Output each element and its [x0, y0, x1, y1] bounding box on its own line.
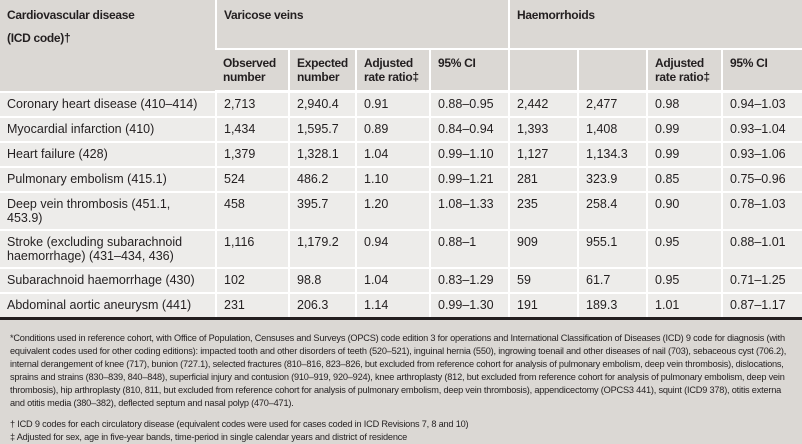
- disease-name-cell: Pulmonary embolism (415.1): [0, 167, 216, 193]
- varicose-cell: 1.08–1.33: [428, 192, 510, 231]
- varicose-cell: 1,328.1: [288, 142, 356, 168]
- haemorrhoids-cell: 0.94–1.03: [721, 91, 802, 118]
- varicose-cell: 0.88–0.95: [428, 91, 510, 118]
- disease-name-cell: Deep vein thrombosis (451.1, 453.9): [0, 192, 216, 231]
- haemorrhoids-cell: 0.90: [646, 192, 723, 231]
- header-line: (ICD code)†: [7, 31, 71, 45]
- varicose-cell: 2,713: [215, 91, 289, 118]
- varicose-cell: 0.99–1.21: [428, 167, 510, 193]
- varicose-cell: 102: [215, 268, 289, 294]
- varicose-cell: 0.88–1: [428, 230, 510, 269]
- varicose-cell: 1.04: [355, 268, 430, 294]
- disease-name-cell: Abdominal aortic aneurysm (441): [0, 293, 216, 320]
- footnote-double-dagger: ‡ Adjusted for sex, age in five-year ban…: [10, 432, 408, 442]
- varicose-cell: 0.83–1.29: [428, 268, 510, 294]
- varicose-cell: 1,379: [215, 142, 289, 168]
- varicose-cell: 458: [215, 192, 289, 231]
- sub-header: [508, 49, 579, 93]
- varicose-cell: 0.99–1.10: [428, 142, 510, 168]
- haemorrhoids-cell: 1,408: [577, 117, 648, 143]
- varicose-cell: 0.99–1.30: [428, 293, 510, 320]
- sub-header: Observed number: [216, 49, 289, 93]
- varicose-cell: 1.10: [355, 167, 430, 193]
- header-line: Cardiovascular disease: [7, 8, 135, 22]
- haemorrhoids-cell: 61.7: [577, 268, 648, 294]
- haemorrhoids-cell: 0.75–0.96: [721, 167, 802, 193]
- table-row: Coronary heart disease (410–414) 2,713 2,9…: [0, 91, 802, 118]
- haemorrhoids-cell: 0.93–1.04: [721, 117, 802, 143]
- haemorrhoids-cell: 0.93–1.06: [721, 142, 802, 168]
- haemorrhoids-cell: 0.99: [646, 142, 723, 168]
- disease-column-header: Cardiovascular disease (ICD code)†: [0, 0, 216, 93]
- haemorrhoids-cell: 1,393: [508, 117, 579, 143]
- results-table: Cardiovascular disease (ICD code)† Varic…: [0, 0, 802, 320]
- table-row: Deep vein thrombosis (451.1, 453.9) 458 39…: [0, 192, 802, 231]
- varicose-cell: 395.7: [288, 192, 356, 231]
- table-row: Abdominal aortic aneurysm (441) 231 206.3 1…: [0, 293, 802, 320]
- haemorrhoids-cell: 0.71–1.25: [721, 268, 802, 294]
- haemorrhoids-cell: 0.78–1.03: [721, 192, 802, 231]
- varicose-cell: 231: [215, 293, 289, 320]
- varicose-cell: 1,116: [215, 230, 289, 269]
- varicose-cell: 0.89: [355, 117, 430, 143]
- haemorrhoids-cell: 0.87–1.17: [721, 293, 802, 320]
- varicose-veins-group-header: Varicose veins: [214, 0, 510, 50]
- haemorrhoids-cell: 2,442: [508, 91, 579, 118]
- table-row: Stroke (excluding subarachnoid haemorrha…: [0, 230, 802, 269]
- varicose-cell: 1,595.7: [288, 117, 356, 143]
- haemorrhoids-cell: 0.98: [646, 91, 723, 118]
- haemorrhoids-cell: 0.95: [646, 268, 723, 294]
- haemorrhoids-cell: 0.88–1.01: [721, 230, 802, 269]
- sub-header: Expected number: [288, 49, 356, 93]
- varicose-cell: 1.20: [355, 192, 430, 231]
- haemorrhoids-cell: 235: [508, 192, 579, 231]
- haemorrhoids-cell: 955.1: [577, 230, 648, 269]
- haemorrhoids-cell: 258.4: [577, 192, 648, 231]
- disease-name-cell: Myocardial infarction (410): [0, 117, 216, 143]
- varicose-cell: 1.14: [355, 293, 430, 320]
- varicose-cell: 2,940.4: [288, 91, 356, 118]
- table-row: Subarachnoid haemorrhage (430) 102 98.8 1.0…: [0, 268, 802, 294]
- disease-name-cell: Stroke (excluding subarachnoid haemorrha…: [0, 230, 216, 269]
- varicose-cell: 486.2: [288, 167, 356, 193]
- haemorrhoids-cell: 191: [508, 293, 579, 320]
- footnotes: *Conditions used in reference cohort, wi…: [0, 320, 802, 444]
- haemorrhoids-cell: 2,477: [577, 91, 648, 118]
- sub-header: Adjusted rate ratio‡: [646, 49, 723, 93]
- table-row: Myocardial infarction (410) 1,434 1,595.7 0…: [0, 117, 802, 143]
- varicose-cell: 1,434: [215, 117, 289, 143]
- varicose-cell: 206.3: [288, 293, 356, 320]
- haemorrhoids-cell: 0.99: [646, 117, 723, 143]
- table-row: Pulmonary embolism (415.1) 524 486.2 1.10 0.…: [0, 167, 802, 193]
- varicose-cell: 0.94: [355, 230, 430, 269]
- haemorrhoids-cell: 1,134.3: [577, 142, 648, 168]
- haemorrhoids-cell: 59: [508, 268, 579, 294]
- haemorrhoids-cell: 909: [508, 230, 579, 269]
- varicose-cell: 1,179.2: [288, 230, 356, 269]
- sub-header: [577, 49, 648, 93]
- haemorrhoids-cell: 0.95: [646, 230, 723, 269]
- footnote-dagger: † ICD 9 codes for each circulatory disea…: [10, 419, 469, 429]
- haemorrhoids-cell: 323.9: [577, 167, 648, 193]
- haemorrhoids-group-header: Haemorrhoids: [508, 0, 802, 50]
- haemorrhoids-cell: 1.01: [646, 293, 723, 320]
- haemorrhoids-cell: 189.3: [577, 293, 648, 320]
- haemorrhoids-cell: 0.85: [646, 167, 723, 193]
- table-row: Heart failure (428) 1,379 1,328.1 1.04 0.99–…: [0, 142, 802, 168]
- varicose-cell: 98.8: [288, 268, 356, 294]
- varicose-cell: 0.84–0.94: [428, 117, 510, 143]
- sub-header: 95% CI: [721, 49, 802, 93]
- haemorrhoids-cell: 281: [508, 167, 579, 193]
- disease-name-cell: Heart failure (428): [0, 142, 216, 168]
- varicose-cell: 0.91: [355, 91, 430, 118]
- sub-header: 95% CI: [428, 49, 510, 93]
- disease-name-cell: Subarachnoid haemorrhage (430): [0, 268, 216, 294]
- varicose-cell: 524: [215, 167, 289, 193]
- disease-name-cell: Coronary heart disease (410–414): [0, 91, 216, 118]
- varicose-cell: 1.04: [355, 142, 430, 168]
- sub-header: Adjusted rate ratio‡: [355, 49, 430, 93]
- haemorrhoids-cell: 1,127: [508, 142, 579, 168]
- footnote-conditions: *Conditions used in reference cohort, wi…: [10, 333, 787, 408]
